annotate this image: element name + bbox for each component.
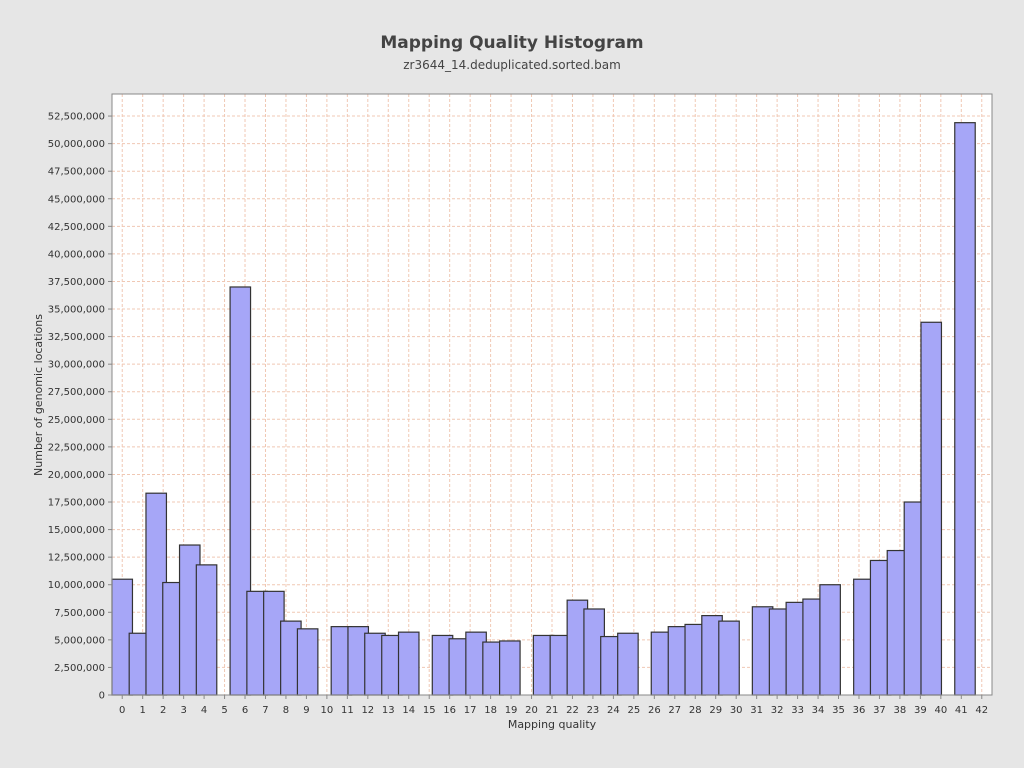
y-tick-label: 35,000,000	[48, 305, 105, 316]
y-tick-label: 20,000,000	[48, 470, 105, 481]
x-tick-label: 13	[382, 705, 395, 716]
x-tick-label: 16	[443, 705, 456, 716]
x-tick-label: 39	[914, 705, 927, 716]
x-tick-label: 40	[934, 705, 947, 716]
x-tick-label: 22	[566, 705, 579, 716]
y-tick-label: 42,500,000	[48, 222, 105, 233]
x-tick-label: 14	[402, 705, 415, 716]
x-tick-label: 15	[423, 705, 436, 716]
x-tick-label: 30	[730, 705, 743, 716]
x-tick-label: 0	[119, 705, 125, 716]
x-tick-label: 12	[361, 705, 374, 716]
x-tick-label: 10	[321, 705, 334, 716]
x-tick-label: 20	[525, 705, 538, 716]
histogram-bar	[397, 631, 420, 696]
y-tick-label: 27,500,000	[48, 387, 105, 398]
x-tick-label: 37	[873, 705, 886, 716]
y-tick-label: 7,500,000	[54, 608, 105, 619]
histogram-bar	[195, 564, 218, 696]
x-tick-label: 17	[464, 705, 477, 716]
y-tick-label: 47,500,000	[48, 167, 105, 178]
x-tick-label: 19	[505, 705, 518, 716]
y-tick-label: 37,500,000	[48, 277, 105, 288]
x-tick-label: 8	[283, 705, 289, 716]
histogram-bar	[920, 321, 943, 696]
x-tick-label: 21	[546, 705, 559, 716]
y-tick-label: 17,500,000	[48, 498, 105, 509]
y-tick-label: 45,000,000	[48, 194, 105, 205]
x-tick-label: 41	[955, 705, 968, 716]
chart-title: Mapping Quality Histogram	[380, 33, 643, 53]
x-tick-label: 28	[689, 705, 702, 716]
x-tick-label: 33	[791, 705, 804, 716]
x-tick-label: 32	[771, 705, 784, 716]
histogram-bar	[499, 640, 521, 696]
x-tick-label: 29	[709, 705, 722, 716]
x-tick-label: 6	[242, 705, 248, 716]
x-tick-label: 42	[975, 705, 988, 716]
chart-subtitle: zr3644_14.deduplicated.sorted.bam	[403, 58, 621, 72]
x-tick-label: 2	[160, 705, 166, 716]
x-tick-label: 7	[262, 705, 268, 716]
x-tick-label: 26	[648, 705, 661, 716]
x-tick-label: 31	[750, 705, 763, 716]
x-tick-label: 25	[627, 705, 640, 716]
x-tick-label: 9	[303, 705, 309, 716]
x-axis: 0 1 2 3 4 5 6 7 8 9 10 11 12 13 14 15 16 17 18 19 20 21 22 23 24…	[119, 695, 988, 716]
x-tick-label: 36	[853, 705, 866, 716]
histogram-bar	[718, 620, 740, 696]
y-tick-label: 10,000,000	[48, 580, 105, 591]
x-tick-label: 1	[140, 705, 146, 716]
x-tick-label: 34	[812, 705, 825, 716]
x-tick-label: 24	[607, 705, 620, 716]
y-tick-label: 2,500,000	[54, 663, 105, 674]
x-tick-label: 18	[484, 705, 497, 716]
y-tick-label: 52,500,000	[48, 112, 105, 123]
y-axis-label: Number of genomic locations	[32, 314, 45, 476]
x-tick-label: 3	[180, 705, 186, 716]
x-axis-label: Mapping quality	[508, 718, 597, 731]
y-tick-label: 25,000,000	[48, 415, 105, 426]
histogram-bar	[819, 584, 841, 696]
x-tick-label: 27	[668, 705, 681, 716]
y-tick-label: 0	[99, 691, 105, 702]
histogram-bar	[954, 122, 976, 696]
y-tick-label: 12,500,000	[48, 553, 105, 564]
x-tick-label: 11	[341, 705, 354, 716]
y-tick-label: 32,500,000	[48, 332, 105, 343]
y-tick-label: 22,500,000	[48, 442, 105, 453]
x-tick-label: 35	[832, 705, 845, 716]
histogram-bar	[617, 632, 639, 696]
y-tick-label: 15,000,000	[48, 525, 105, 536]
y-tick-label: 40,000,000	[48, 249, 105, 260]
y-tick-label: 50,000,000	[48, 139, 105, 150]
histogram-bar	[296, 628, 319, 696]
x-tick-label: 23	[587, 705, 600, 716]
x-tick-label: 5	[221, 705, 227, 716]
y-axis: 0 2,500,000 5,000,000 7,500,000 10,000,000 12…	[48, 112, 112, 702]
x-tick-label: 4	[201, 705, 207, 716]
y-tick-label: 5,000,000	[54, 635, 105, 646]
x-tick-label: 38	[894, 705, 907, 716]
y-tick-label: 30,000,000	[48, 360, 105, 371]
